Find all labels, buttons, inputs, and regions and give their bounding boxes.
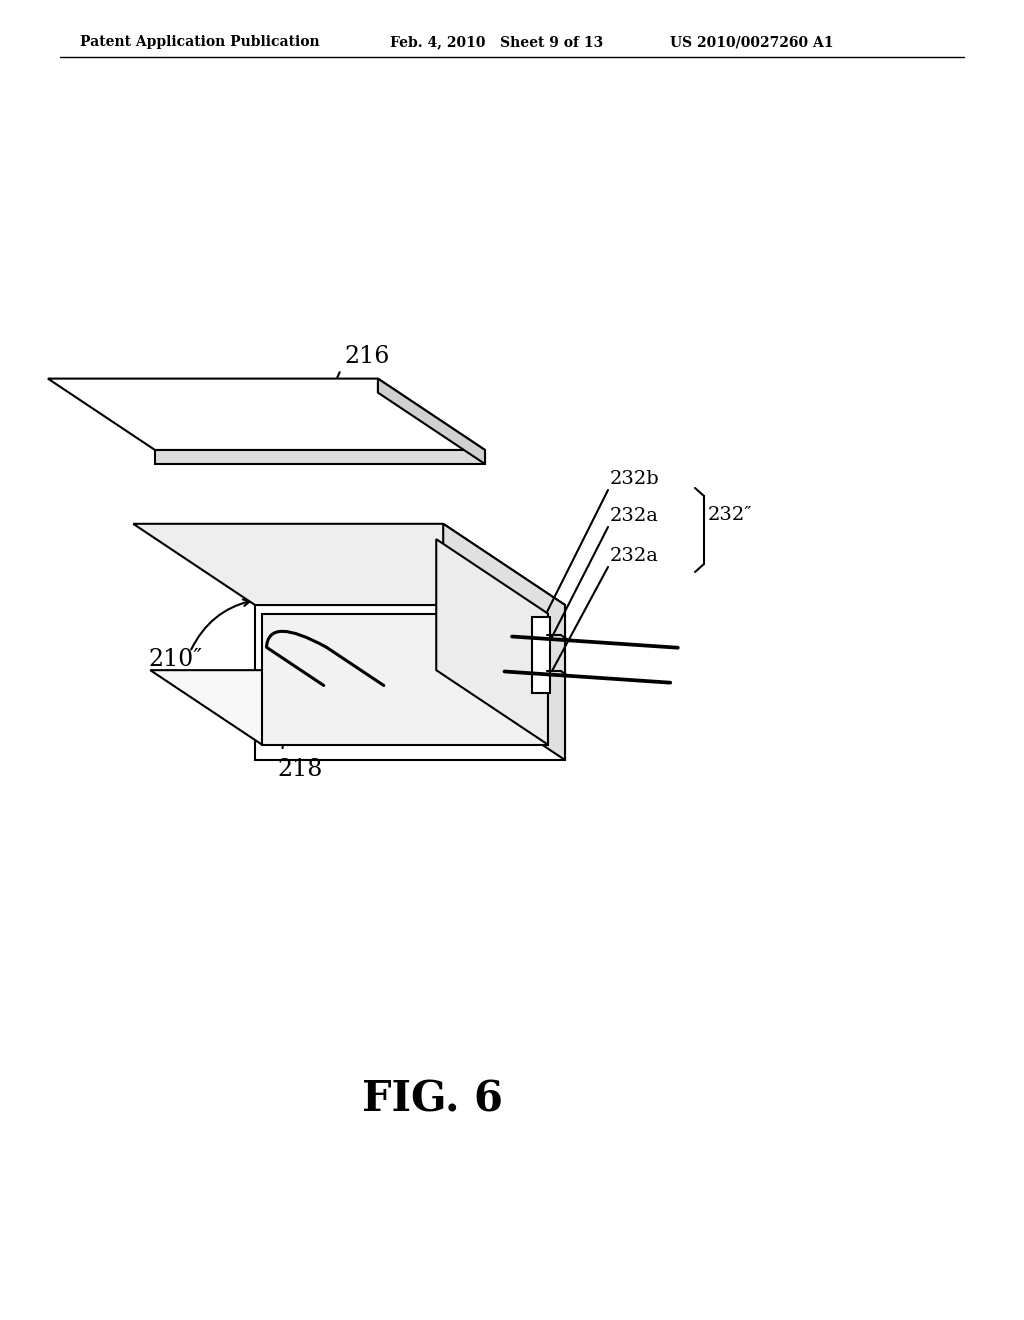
Text: Patent Application Publication: Patent Application Publication (80, 36, 319, 49)
Text: 210″: 210″ (148, 648, 202, 671)
Text: 232a: 232a (610, 507, 658, 525)
Polygon shape (133, 524, 565, 605)
Text: US 2010/0027260 A1: US 2010/0027260 A1 (670, 36, 834, 49)
Polygon shape (436, 539, 548, 744)
Polygon shape (262, 614, 548, 744)
Text: Feb. 4, 2010   Sheet 9 of 13: Feb. 4, 2010 Sheet 9 of 13 (390, 36, 603, 49)
Polygon shape (255, 605, 565, 760)
Polygon shape (378, 379, 485, 465)
FancyArrowPatch shape (191, 599, 250, 649)
Polygon shape (155, 450, 485, 465)
Polygon shape (443, 524, 565, 760)
Text: 218: 218 (278, 758, 323, 781)
Polygon shape (531, 618, 550, 693)
Polygon shape (151, 671, 548, 744)
Polygon shape (48, 379, 485, 450)
Text: 232a: 232a (610, 546, 658, 565)
Text: 232b: 232b (610, 470, 659, 488)
Text: 232″: 232″ (708, 506, 753, 524)
Text: 216: 216 (345, 345, 390, 368)
Text: FIG. 6: FIG. 6 (362, 1078, 503, 1119)
